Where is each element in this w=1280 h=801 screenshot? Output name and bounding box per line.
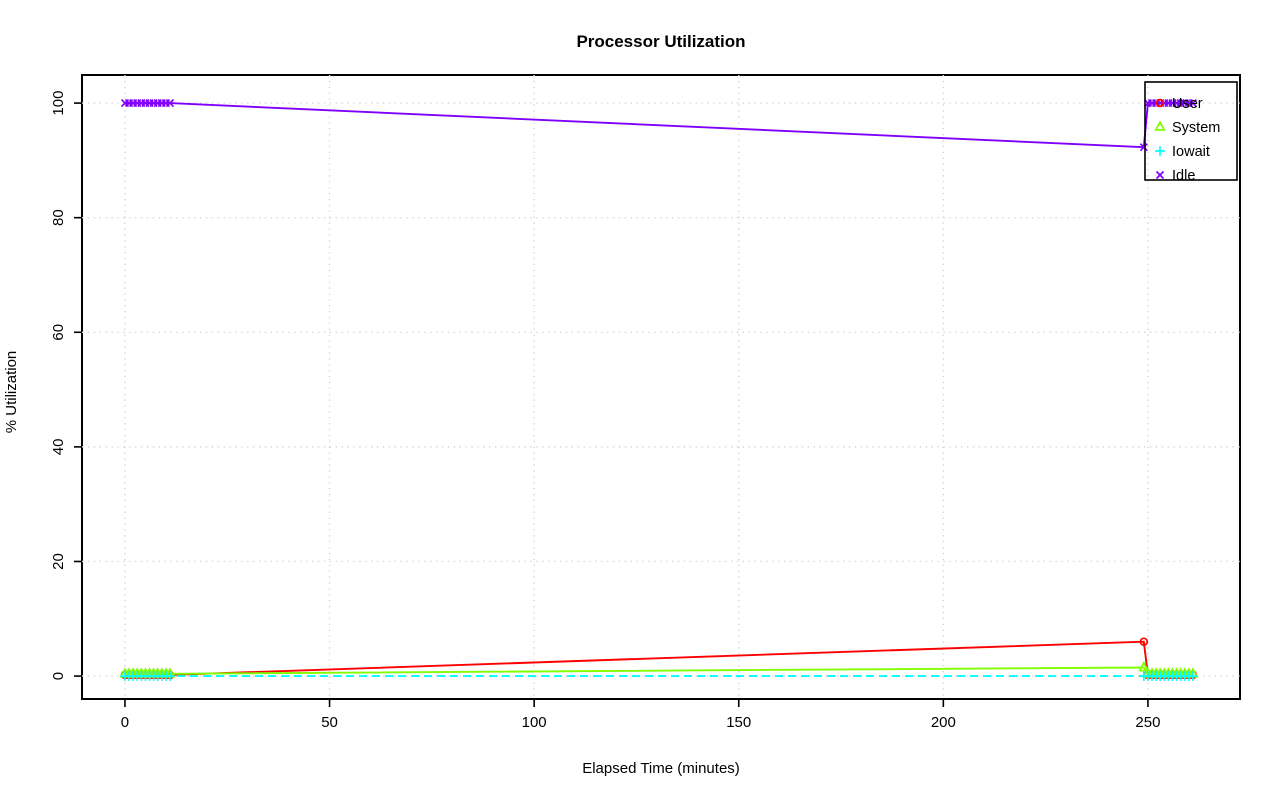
x-marker bbox=[1188, 98, 1198, 108]
x-tick-label: 0 bbox=[121, 714, 129, 731]
plus-marker bbox=[1155, 146, 1165, 156]
y-tick-label: 40 bbox=[50, 439, 67, 456]
x-tick-label: 200 bbox=[931, 714, 956, 731]
series-system bbox=[119, 660, 1199, 678]
x-tick-label: 150 bbox=[726, 714, 751, 731]
triangle-marker bbox=[1138, 660, 1150, 672]
y-tick-label: 80 bbox=[50, 209, 67, 226]
x-tick-label: 100 bbox=[522, 714, 547, 731]
legend-label-system: System bbox=[1172, 120, 1220, 136]
plot-area bbox=[81, 74, 1241, 700]
y-tick-label: 0 bbox=[50, 672, 67, 680]
plus-marker bbox=[165, 671, 175, 681]
legend-label-user: User bbox=[1172, 96, 1203, 112]
x-tick-label: 250 bbox=[1135, 714, 1160, 731]
y-tick-label: 60 bbox=[50, 324, 67, 341]
series-idle bbox=[120, 98, 1198, 152]
plot-border bbox=[81, 74, 1241, 700]
x-axis-label: Elapsed Time (minutes) bbox=[582, 760, 740, 777]
series-iowait bbox=[120, 671, 1198, 681]
x-marker bbox=[165, 98, 175, 108]
chart-title: Processor Utilization bbox=[576, 32, 745, 51]
x-marker bbox=[1139, 143, 1148, 152]
legend-label-iowait: Iowait bbox=[1172, 144, 1210, 160]
legend-label-idle: Idle bbox=[1172, 168, 1195, 184]
axes: 0 50 100 150 200 250 0 20 40 60 80 100 bbox=[50, 91, 1160, 731]
y-tick-label: 100 bbox=[50, 91, 67, 116]
x-tick-label: 50 bbox=[321, 714, 338, 731]
gridlines bbox=[82, 75, 1240, 699]
series-group bbox=[119, 98, 1199, 681]
y-tick-label: 20 bbox=[50, 553, 67, 570]
circle-marker bbox=[1139, 637, 1149, 646]
legend: User System Iowait Idle bbox=[1144, 81, 1238, 184]
circle-marker bbox=[1155, 98, 1165, 108]
y-axis-label: % Utilization bbox=[3, 351, 20, 434]
triangle-marker bbox=[1154, 120, 1166, 131]
plus-marker bbox=[1188, 671, 1198, 681]
series-idle-line bbox=[125, 102, 1193, 149]
x-marker bbox=[1155, 170, 1165, 180]
legend-box bbox=[1144, 81, 1238, 181]
